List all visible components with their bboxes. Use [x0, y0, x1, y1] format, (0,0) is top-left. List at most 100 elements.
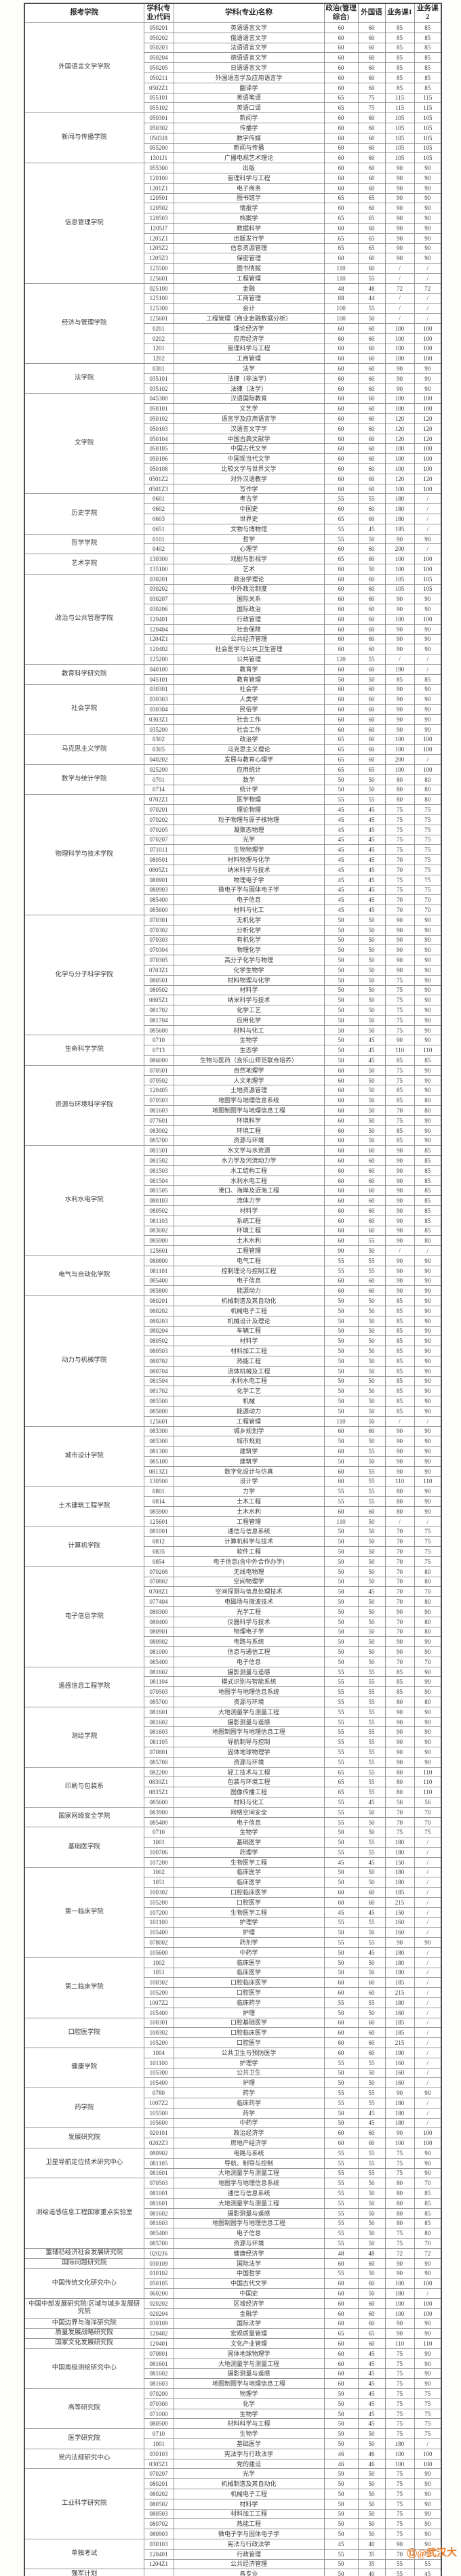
foreign-lang-score-cell: 50 [357, 533, 386, 545]
foreign-lang-score-cell: 60 [357, 2017, 386, 2029]
major-name-cell: 中药学 [173, 1947, 325, 1958]
course2-score-cell: 90 [414, 222, 442, 234]
table-row: 100302 口腔临床医学 60 60 185/ [24, 1977, 442, 1989]
politics-score-cell: 55 [323, 1816, 359, 1828]
foreign-lang-score-cell: 60 [357, 363, 386, 374]
code-cell: 120404 [143, 623, 174, 635]
college-cell: 第二临床学院 [24, 1957, 144, 2018]
course1-score-cell: 90 [384, 182, 415, 194]
college-cell: 基础医学院 [24, 1827, 144, 1868]
code-cell: 030202 [143, 583, 174, 595]
course2-score-cell: 90 [414, 1014, 442, 1026]
code-cell: 045300 [143, 393, 174, 404]
course1-score-cell: 215 [384, 2037, 415, 2048]
course2-score-cell: / [414, 2117, 442, 2129]
foreign-lang-score-cell: 60 [357, 433, 386, 444]
table-row: 101100 护理学 55 55 160/ [24, 1917, 442, 1928]
course2-score-cell: / [414, 654, 442, 665]
major-name-cell: 生物学 [173, 2408, 325, 2419]
foreign-lang-score-cell: 45 [357, 814, 386, 825]
course2-score-cell: / [414, 1907, 442, 1918]
table-row: 高等研究院 070200 物理学 50 45 75 75 [24, 2388, 442, 2430]
politics-score-cell: 60 [323, 52, 359, 64]
college-cell: 水利水电学院 [24, 1145, 144, 1257]
foreign-lang-score-cell: 44 [357, 293, 386, 304]
code-cell: 0702Z1 [143, 794, 174, 806]
code-cell: 100302 [143, 1887, 174, 1898]
course2-score-cell: 100 [414, 2448, 442, 2459]
major-name-cell: 翻译学 [173, 82, 325, 94]
code-cell: 081105 [143, 2157, 174, 2169]
code-cell: 081502 [143, 1155, 174, 1166]
major-name-cell: 信息与通信工程 [173, 1646, 325, 1657]
code-cell: 0301 [143, 363, 174, 374]
foreign-lang-score-cell: 60 [357, 644, 386, 655]
course2-score-cell: 70 [414, 1816, 442, 1828]
major-name-cell: 车辆工程 [173, 1325, 325, 1337]
politics-score-cell: 60 [323, 2017, 359, 2029]
course1-score-cell: 160 [384, 1927, 415, 1938]
politics-score-cell: 50 [323, 1576, 359, 1587]
course1-score-cell: 70 [384, 1536, 415, 1547]
major-name-cell: 工程管理 [173, 272, 325, 284]
foreign-lang-score-cell: 50 [357, 1415, 386, 1427]
code-cell: 085700 [143, 1135, 174, 1146]
course2-score-cell: 90 [414, 363, 442, 374]
course1-score-cell: 100 [384, 614, 415, 625]
foreign-lang-score-cell: 60 [357, 423, 386, 434]
course2-score-cell: 85 [414, 32, 442, 43]
major-name-cell: 电路与系统 [173, 1636, 325, 1648]
code-cell: 0805Z1 [143, 995, 174, 1006]
header-course2: 业务课2 [414, 3, 442, 23]
course2-score-cell: 80 [414, 774, 442, 785]
politics-score-cell: 50 [323, 1005, 359, 1016]
course1-score-cell: 90 [384, 2087, 415, 2098]
politics-score-cell: 60 [323, 2037, 359, 2048]
code-cell: 125601 [143, 1415, 174, 1427]
code-cell: 083002 [143, 1125, 174, 1136]
course2-score-cell: 56 [414, 1797, 442, 1808]
table-row: 电子信息学院 070208 无线电物理 50 50 70 80 [24, 1566, 442, 1667]
course2-score-cell: / [414, 2438, 442, 2449]
course1-score-cell: 180 [384, 1967, 415, 1978]
course1-score-cell: 80 [384, 794, 415, 806]
course2-score-cell: 100 [414, 403, 442, 415]
course2-score-cell: 90 [414, 1064, 442, 1076]
politics-score-cell: 45 [323, 1907, 359, 1918]
course2-score-cell: 105 [414, 112, 442, 123]
course1-score-cell: 90 [384, 694, 415, 705]
major-name-cell: 信息资源管理 [173, 243, 325, 254]
politics-score-cell: 65 [323, 744, 359, 755]
course1-score-cell: 100 [384, 343, 415, 354]
politics-score-cell: 55 [323, 2197, 359, 2209]
course1-score-cell: 90 [384, 1466, 415, 1477]
foreign-lang-score-cell: 55 [357, 1255, 386, 1266]
course2-score-cell: 80 [414, 1626, 442, 1638]
code-cell: 085800 [143, 1285, 174, 1297]
politics-score-cell: 60 [323, 583, 359, 595]
politics-score-cell: 45 [323, 834, 359, 846]
table-row: 030207 国际关系 60 60 90 90 [24, 594, 442, 605]
politics-score-cell: 120 [323, 654, 359, 665]
table-row: 基础医学院 0710 生物学 50 50 75 75 [24, 1827, 442, 1868]
major-name-cell: 水利水电工程 [173, 1175, 325, 1186]
foreign-lang-score-cell: 75 [357, 92, 386, 104]
code-cell: 081501 [143, 1145, 174, 1157]
major-name-cell: 口腔临床医学 [173, 1887, 325, 1898]
foreign-lang-score-cell: 50 [357, 1375, 386, 1387]
major-name-cell: 电路与系统 [173, 2147, 325, 2159]
foreign-lang-score-cell: 60 [357, 2258, 386, 2269]
foreign-lang-score-cell: 60 [357, 2127, 386, 2139]
major-name-cell: 通信与信息系统 [173, 1526, 325, 1537]
major-name-cell: 口腔医学 [173, 1897, 325, 1908]
politics-score-cell: 55 [323, 2228, 359, 2239]
course2-score-cell: 80 [414, 1235, 442, 1247]
politics-score-cell: 50 [323, 924, 359, 936]
foreign-lang-score-cell: 60 [357, 614, 386, 625]
major-name-cell: 摄影测量与遥感 [173, 2207, 325, 2219]
course1-score-cell: 150 [384, 1907, 415, 1918]
foreign-lang-score-cell: 50 [357, 1335, 386, 1347]
table-row: 0814 土木工程 55 55 80 90 [24, 1496, 442, 1507]
course1-score-cell: 85 [384, 1335, 415, 1347]
foreign-lang-score-cell: 55 [357, 1756, 386, 1768]
